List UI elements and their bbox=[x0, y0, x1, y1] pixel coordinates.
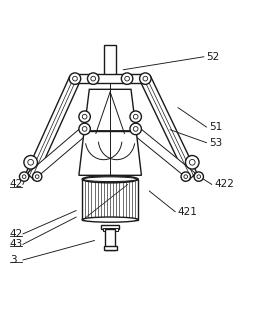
Text: 42: 42 bbox=[10, 229, 23, 239]
Circle shape bbox=[19, 172, 29, 181]
Polygon shape bbox=[25, 76, 80, 179]
Circle shape bbox=[121, 73, 133, 84]
Circle shape bbox=[143, 76, 148, 81]
Circle shape bbox=[22, 175, 26, 179]
Bar bbox=[104, 45, 116, 75]
Polygon shape bbox=[84, 89, 136, 131]
Bar bbox=[103, 228, 118, 231]
Circle shape bbox=[133, 114, 138, 119]
Text: 43: 43 bbox=[10, 240, 23, 249]
Circle shape bbox=[32, 172, 42, 181]
Circle shape bbox=[28, 159, 34, 165]
Bar bbox=[82, 179, 138, 220]
Text: 422: 422 bbox=[214, 180, 234, 189]
Circle shape bbox=[91, 76, 96, 81]
Circle shape bbox=[82, 127, 87, 131]
Circle shape bbox=[35, 175, 39, 179]
Bar bbox=[105, 229, 115, 250]
Circle shape bbox=[24, 155, 37, 169]
Circle shape bbox=[125, 76, 129, 81]
Circle shape bbox=[69, 73, 81, 84]
Circle shape bbox=[185, 155, 199, 169]
Polygon shape bbox=[133, 127, 195, 180]
Polygon shape bbox=[140, 76, 197, 179]
Polygon shape bbox=[79, 131, 141, 175]
Circle shape bbox=[194, 172, 204, 181]
Ellipse shape bbox=[82, 217, 138, 222]
Text: 421: 421 bbox=[178, 207, 198, 217]
Circle shape bbox=[79, 111, 90, 122]
Circle shape bbox=[130, 111, 141, 122]
Circle shape bbox=[133, 127, 138, 131]
Ellipse shape bbox=[82, 176, 138, 183]
Ellipse shape bbox=[83, 177, 137, 182]
Circle shape bbox=[140, 73, 151, 84]
Circle shape bbox=[184, 175, 188, 179]
Circle shape bbox=[130, 123, 141, 135]
Circle shape bbox=[79, 123, 90, 135]
Text: 53: 53 bbox=[209, 138, 222, 148]
Text: 51: 51 bbox=[209, 122, 222, 132]
Circle shape bbox=[88, 73, 99, 84]
Bar bbox=[75, 74, 145, 83]
Text: 42: 42 bbox=[10, 180, 23, 189]
Bar bbox=[101, 225, 119, 229]
Polygon shape bbox=[28, 128, 87, 180]
Circle shape bbox=[73, 76, 77, 81]
Circle shape bbox=[189, 159, 195, 165]
Text: 52: 52 bbox=[206, 52, 220, 62]
Circle shape bbox=[181, 172, 190, 181]
Bar bbox=[104, 246, 117, 250]
Text: 3: 3 bbox=[10, 255, 17, 265]
Bar bbox=[102, 75, 118, 80]
Circle shape bbox=[197, 175, 201, 179]
Circle shape bbox=[82, 114, 87, 119]
